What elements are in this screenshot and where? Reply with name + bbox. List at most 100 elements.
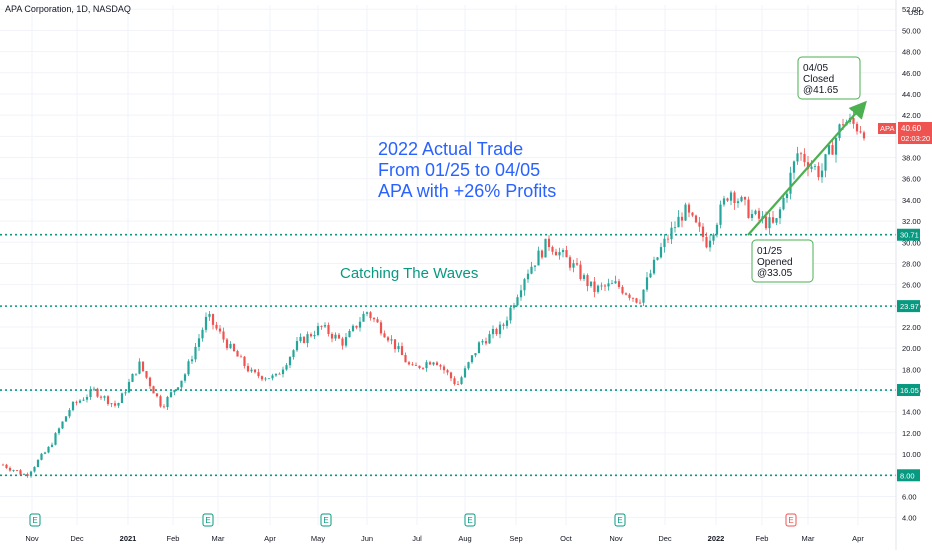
candle-down bbox=[593, 281, 596, 292]
time-label: Aug bbox=[458, 534, 471, 543]
symbol-title: APA Corporation, 1D, NASDAQ bbox=[5, 4, 131, 14]
candle-down bbox=[439, 365, 442, 367]
candle-up bbox=[194, 346, 197, 360]
last-price-countdown: 02:03:20 bbox=[901, 134, 930, 143]
candle-up bbox=[299, 336, 302, 342]
dividend-marker[interactable]: E bbox=[785, 513, 797, 527]
price-axis[interactable]: 52.0050.0048.0046.0044.0042.0040.0038.00… bbox=[878, 0, 932, 550]
candle-up bbox=[29, 471, 33, 477]
candle-up bbox=[288, 356, 292, 366]
candle-down bbox=[817, 166, 820, 178]
candle-down bbox=[309, 334, 313, 337]
candle-down bbox=[327, 325, 330, 334]
candle-down bbox=[638, 302, 642, 304]
candle-down bbox=[159, 396, 162, 407]
candle-up bbox=[460, 377, 463, 385]
candle-down bbox=[757, 210, 761, 219]
candle-down bbox=[152, 386, 155, 394]
open-callout-price: @33.05 bbox=[757, 268, 793, 279]
level-labels: 30.71 23.97 16.05 8.00 bbox=[897, 228, 920, 482]
candle-up bbox=[61, 421, 64, 429]
candle-up bbox=[824, 154, 827, 171]
candle-up bbox=[792, 161, 796, 173]
candle-down bbox=[239, 356, 243, 358]
price-tick-label: 52.00 bbox=[902, 5, 921, 14]
candle-down bbox=[502, 324, 505, 326]
candle-down bbox=[771, 217, 775, 223]
candle-down bbox=[246, 365, 250, 372]
candle-up bbox=[782, 198, 785, 210]
candle-up bbox=[684, 204, 687, 221]
candle-down bbox=[211, 314, 215, 325]
earnings-marker[interactable]: E bbox=[614, 513, 626, 527]
candle-up bbox=[544, 238, 547, 258]
last-price-value: 40.60 bbox=[901, 124, 922, 133]
candle-down bbox=[302, 336, 306, 343]
level-tag bbox=[897, 300, 920, 313]
candle-up bbox=[785, 193, 789, 199]
candle-up bbox=[316, 326, 320, 336]
open-callout-label: Opened bbox=[757, 257, 793, 268]
candle-down bbox=[379, 322, 383, 334]
candle-up bbox=[796, 153, 799, 162]
candle-down bbox=[831, 145, 834, 155]
candle-down bbox=[453, 378, 456, 385]
candle-down bbox=[369, 312, 372, 319]
candle-down bbox=[803, 153, 806, 163]
earnings-marker[interactable]: E bbox=[202, 513, 214, 527]
candle-down bbox=[215, 324, 218, 329]
candle-up bbox=[673, 227, 677, 229]
earnings-marker[interactable]: E bbox=[464, 513, 476, 527]
candle-down bbox=[624, 293, 628, 295]
candle-up bbox=[652, 259, 656, 274]
candle-up bbox=[736, 201, 740, 204]
candle-down bbox=[222, 331, 225, 340]
price-tick-label: 36.00 bbox=[902, 175, 921, 184]
price-tick-label: 38.00 bbox=[902, 154, 921, 163]
candle-down bbox=[547, 238, 551, 248]
candle-up bbox=[397, 346, 400, 350]
svg-text:E: E bbox=[205, 516, 210, 525]
earnings-marker[interactable]: E bbox=[320, 513, 332, 527]
candle-down bbox=[862, 132, 866, 139]
candle-up bbox=[264, 378, 267, 380]
candles bbox=[1, 112, 866, 478]
candle-up bbox=[477, 342, 481, 354]
price-tick-label: 20.00 bbox=[902, 344, 921, 353]
candle-up bbox=[208, 314, 211, 317]
svg-text:E: E bbox=[467, 516, 472, 525]
candle-down bbox=[621, 286, 624, 294]
candle-up bbox=[295, 341, 299, 351]
time-label: Jul bbox=[412, 534, 422, 543]
earnings-marker[interactable]: E bbox=[29, 513, 41, 527]
time-label: Oct bbox=[560, 534, 573, 543]
candle-up bbox=[57, 428, 61, 434]
candle-up bbox=[642, 289, 645, 303]
candle-down bbox=[8, 467, 12, 471]
candle-down bbox=[449, 372, 453, 379]
candle-down bbox=[341, 338, 344, 346]
candle-down bbox=[99, 396, 103, 398]
candle-down bbox=[19, 470, 22, 475]
candle-up bbox=[754, 210, 757, 215]
candle-up bbox=[362, 313, 365, 322]
price-tick-label: 4.00 bbox=[902, 514, 917, 523]
candle-up bbox=[285, 365, 288, 370]
candle-down bbox=[855, 123, 859, 132]
candle-down bbox=[75, 401, 78, 403]
candle-up bbox=[197, 338, 201, 347]
close-callout-label: Closed bbox=[803, 74, 834, 85]
candle-down bbox=[680, 216, 684, 221]
candle-up bbox=[134, 373, 138, 375]
time-axis[interactable]: Nov Dec 2021 Feb Mar Apr May Jun Jul Aug Sep Oct Nov… bbox=[25, 534, 864, 543]
candle-down bbox=[603, 285, 607, 287]
candle-down bbox=[575, 263, 579, 265]
candle-up bbox=[512, 305, 516, 308]
candle-up bbox=[775, 218, 778, 223]
candle-down bbox=[666, 238, 670, 240]
candle-up bbox=[187, 361, 190, 375]
candle-up bbox=[537, 250, 540, 266]
